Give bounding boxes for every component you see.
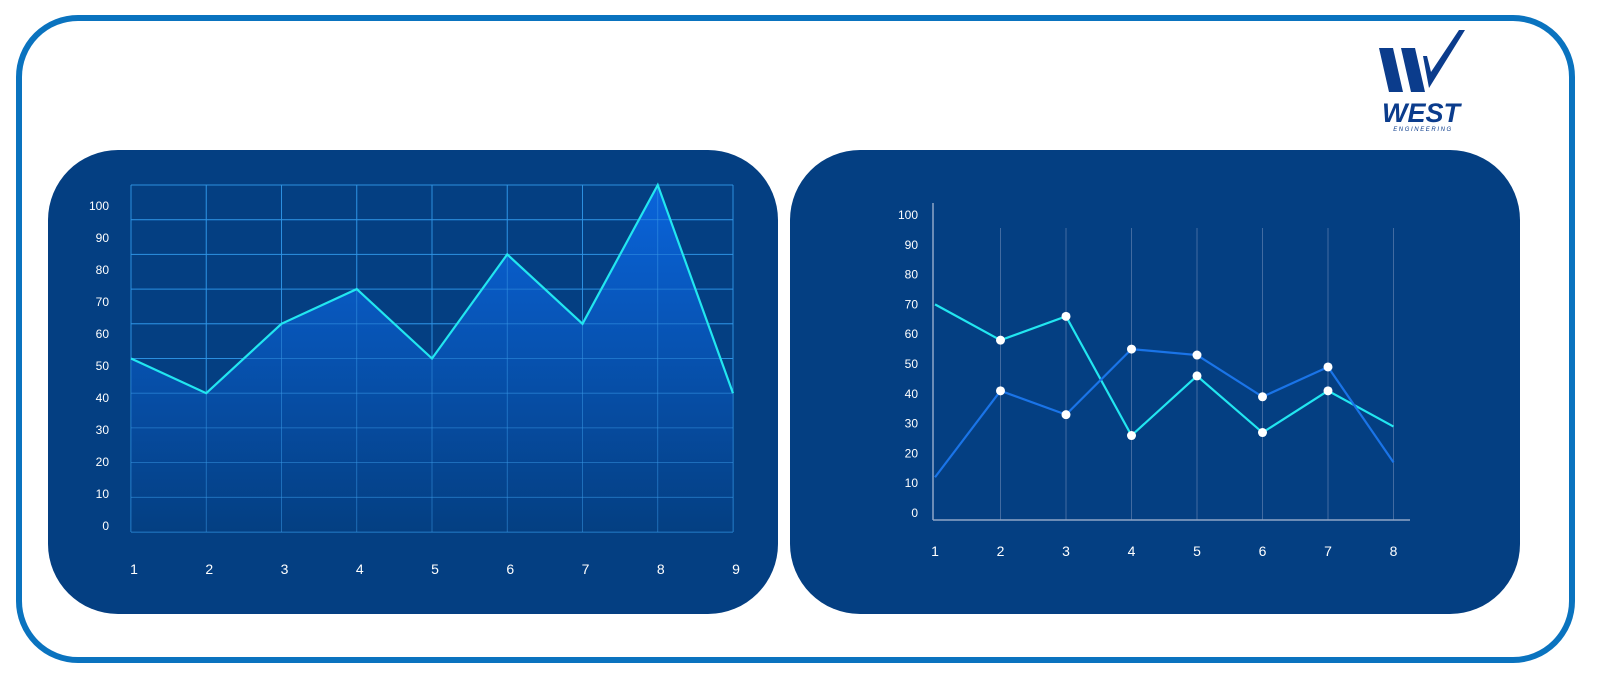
x-tick-label: 4	[356, 561, 364, 577]
x-tick-label: 6	[1259, 543, 1267, 559]
x-tick-label: 6	[506, 561, 514, 577]
y-tick-label: 60	[96, 327, 110, 341]
logo-mark: WEST ENGINEERING	[1379, 30, 1465, 133]
data-point-2	[1061, 410, 1071, 420]
data-point-2	[1323, 362, 1333, 372]
y-tick-label: 60	[905, 327, 919, 341]
line-chart: 0 10 20 30 40 50 60 70 80 90 100 1 2 3 4 5 6 7 8	[898, 203, 1410, 559]
x-tick-label: 9	[732, 561, 740, 577]
x-tick-label: 2	[205, 561, 213, 577]
area-chart: 0 10 20 30 40 50 60 70 80 90 100 1 2 3 4 5 6 7 8 9	[89, 182, 740, 577]
data-point-2	[996, 386, 1005, 396]
y-tick-label: 0	[911, 506, 918, 520]
y-tick-label: 40	[905, 387, 919, 401]
x-tick-label: 8	[657, 561, 665, 577]
series-line-2	[934, 347, 1395, 478]
x-tick-label: 7	[582, 561, 590, 577]
series-line-1	[934, 303, 1395, 438]
y-tick-label: 0	[102, 519, 109, 533]
data-point-1	[1192, 371, 1202, 381]
y-tick-label: 10	[96, 487, 110, 501]
line-chart-panel: 0 10 20 30 40 50 60 70 80 90 100 1 2 3 4 5 6 7 8	[790, 150, 1520, 614]
data-point-2	[1192, 350, 1202, 360]
data-point-1	[1061, 311, 1071, 321]
x-tick-label: 5	[431, 561, 439, 577]
x-tick-label: 5	[1193, 543, 1201, 559]
area-chart-panel: 0 10 20 30 40 50 60 70 80 90 100 1 2 3 4 5 6 7 8 9	[48, 150, 778, 614]
y-tick-label: 20	[905, 446, 919, 460]
x-tick-label: 1	[931, 543, 939, 559]
data-point-1	[1127, 431, 1136, 441]
y-tick-label: 70	[96, 295, 110, 309]
data-point-2	[1127, 344, 1136, 354]
data-point-1	[1258, 428, 1267, 438]
data-point-2	[1258, 392, 1267, 402]
y-tick-label: 90	[905, 238, 919, 252]
data-point-1	[996, 335, 1005, 345]
y-tick-label: 40	[96, 391, 110, 405]
y-tick-label: 70	[905, 297, 919, 311]
y-tick-label: 90	[96, 231, 110, 245]
x-tick-label: 3	[1062, 543, 1070, 559]
x-tick-label: 4	[1128, 543, 1136, 559]
x-tick-label: 1	[130, 561, 138, 577]
logo-tagline: ENGINEERING	[1393, 127, 1453, 133]
y-tick-label: 100	[898, 208, 918, 222]
y-tick-label: 20	[96, 455, 110, 469]
x-tick-label: 8	[1390, 543, 1398, 559]
x-tick-label: 7	[1324, 543, 1332, 559]
logo-wordmark: WEST	[1382, 98, 1463, 128]
y-tick-label: 10	[905, 476, 919, 490]
series-line	[130, 182, 735, 395]
y-tick-label: 50	[905, 357, 919, 371]
y-tick-label: 80	[905, 268, 919, 282]
data-point-1	[1323, 386, 1333, 396]
y-tick-label: 80	[96, 263, 110, 277]
y-tick-label: 30	[905, 417, 919, 431]
west-engineering-logo: WEST ENGINEERING	[1373, 28, 1473, 136]
y-tick-label: 30	[96, 423, 110, 437]
x-tick-label: 3	[281, 561, 289, 577]
x-tick-label: 2	[997, 543, 1005, 559]
y-tick-label: 50	[96, 359, 110, 373]
y-tick-label: 100	[89, 199, 109, 213]
